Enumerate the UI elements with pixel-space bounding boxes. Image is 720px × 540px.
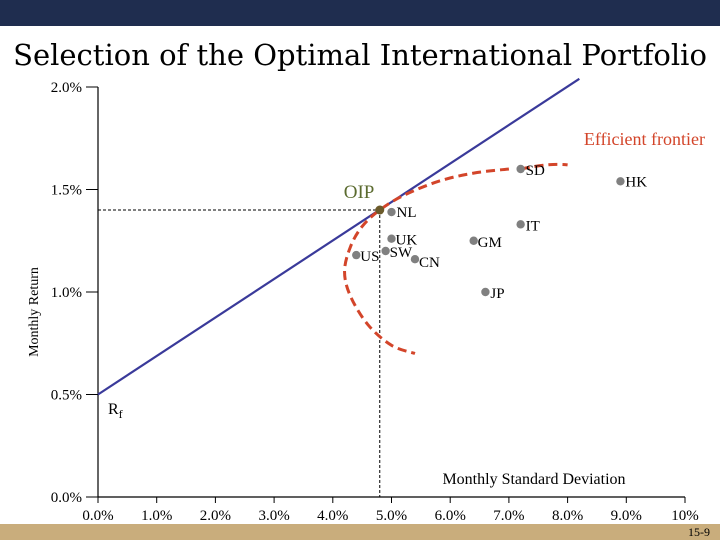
frontier-label: Efficient frontier xyxy=(584,129,705,149)
point-label-us: US xyxy=(360,249,379,265)
capital-market-line xyxy=(97,77,580,396)
rf-label: Rf xyxy=(108,401,123,421)
point-label-sw: SW xyxy=(390,245,413,261)
y-axis-title: Monthly Return xyxy=(27,267,42,357)
x-axis-title: Monthly Standard Deviation xyxy=(442,471,625,488)
point-it xyxy=(516,220,525,229)
slide-number: 15-9 xyxy=(688,525,710,539)
point-gm xyxy=(469,236,478,245)
slide-title: Selection of the Optimal International P… xyxy=(13,38,707,72)
footer-bar xyxy=(0,524,720,540)
x-tick-label: 7.0% xyxy=(493,508,524,524)
point-cn xyxy=(410,255,420,264)
oip-label: OIP xyxy=(344,182,375,203)
frontier-curve xyxy=(343,167,510,355)
point-jp xyxy=(481,287,490,297)
x-tick-label: 10% xyxy=(671,508,699,524)
y-tick-label: 2.0% xyxy=(51,80,82,96)
y-tick-label: 1.5% xyxy=(51,183,82,199)
frontier-tail xyxy=(520,162,568,171)
cml-line xyxy=(97,77,580,396)
efficient-frontier xyxy=(343,162,568,355)
point-label-gm: GM xyxy=(478,235,502,251)
x-tick-label: 6.0% xyxy=(435,508,466,524)
oip-point xyxy=(375,205,385,215)
point-label-sd: SD xyxy=(526,163,545,179)
point-uk xyxy=(387,234,396,243)
point-label-uk: UK xyxy=(396,233,418,249)
x-tick-label: 5.0% xyxy=(376,508,407,524)
point-us xyxy=(352,250,361,260)
point-sd xyxy=(516,164,525,174)
x-tick-label: 2.0% xyxy=(200,508,231,524)
header-bar xyxy=(0,0,720,26)
oip-guides xyxy=(98,209,381,497)
annotations: OIP Efficient frontier Rf xyxy=(108,129,705,421)
axes: 0.0% 0.5% 1.0% 1.5% 2.0% 0.0% 1.0% 2.0% 3.0% 4.0%… xyxy=(27,80,699,524)
point-sw xyxy=(381,246,390,256)
x-tick-label: 8.0% xyxy=(552,508,583,524)
rf-label-sub: f xyxy=(119,407,123,421)
point-label-cn: CN xyxy=(419,255,440,271)
point-label-nl: NL xyxy=(397,205,417,221)
x-tick-label: 1.0% xyxy=(141,508,172,524)
x-tick-label: 3.0% xyxy=(258,508,289,524)
point-label-it: IT xyxy=(526,218,540,234)
point-hk xyxy=(616,177,625,186)
y-tick-label: 1.0% xyxy=(51,285,82,301)
x-tick-label: 9.0% xyxy=(611,508,642,524)
y-tick-label: 0.0% xyxy=(51,490,82,506)
rf-label-main: R xyxy=(108,401,119,418)
x-tick-label: 4.0% xyxy=(317,508,348,524)
x-tick-label: 0.0% xyxy=(82,508,113,524)
point-label-jp: JP xyxy=(490,286,504,302)
y-tick-label: 0.5% xyxy=(51,388,82,404)
point-label-hk: HK xyxy=(625,174,647,190)
point-nl xyxy=(387,207,396,217)
